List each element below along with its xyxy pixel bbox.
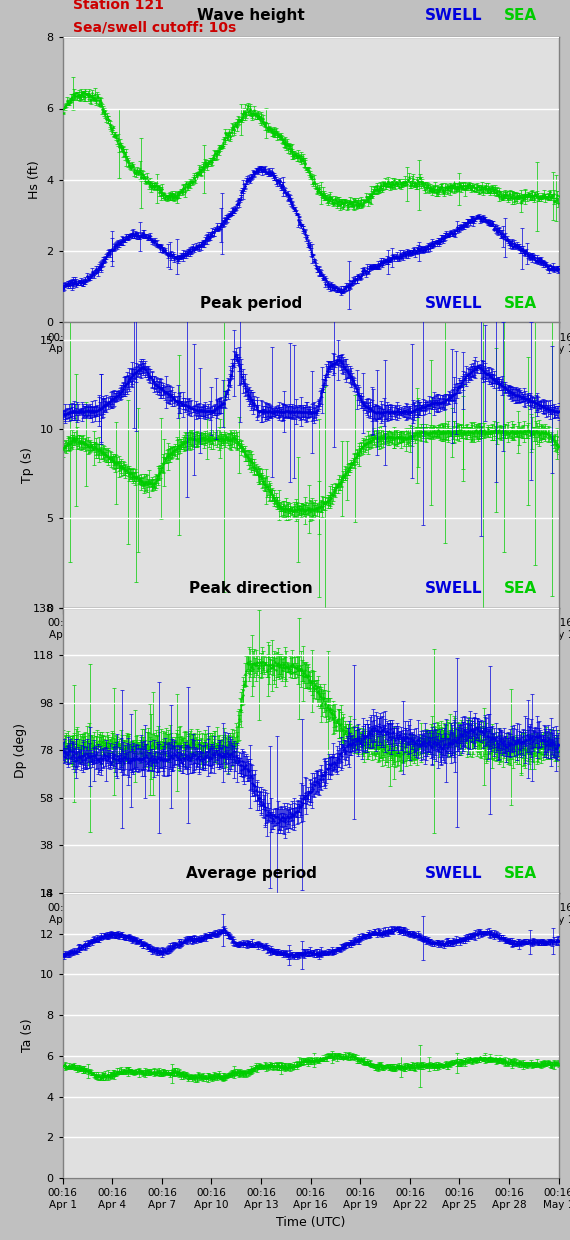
Y-axis label: Tp (s): Tp (s) xyxy=(21,448,34,482)
X-axis label: Time (UTC): Time (UTC) xyxy=(276,930,345,944)
Text: Wave height: Wave height xyxy=(197,7,305,24)
Y-axis label: Hs (ft): Hs (ft) xyxy=(28,160,41,200)
Text: SWELL: SWELL xyxy=(425,867,482,882)
Y-axis label: Dp (deg): Dp (deg) xyxy=(14,723,27,777)
Text: Sea/swell cutoff: 10s: Sea/swell cutoff: 10s xyxy=(72,20,236,35)
Text: Peak direction: Peak direction xyxy=(189,582,313,596)
Text: SEA: SEA xyxy=(504,296,537,311)
Text: Peak period: Peak period xyxy=(200,296,302,311)
Text: Average period: Average period xyxy=(186,867,316,882)
X-axis label: Time (UTC): Time (UTC) xyxy=(276,1215,345,1229)
Text: Station 121: Station 121 xyxy=(72,0,164,11)
Text: SWELL: SWELL xyxy=(425,582,482,596)
Text: SWELL: SWELL xyxy=(425,7,482,24)
Text: SEA: SEA xyxy=(504,867,537,882)
Text: SEA: SEA xyxy=(504,582,537,596)
X-axis label: Time (UTC): Time (UTC) xyxy=(276,360,345,373)
Text: SWELL: SWELL xyxy=(425,296,482,311)
Y-axis label: Ta (s): Ta (s) xyxy=(21,1018,34,1053)
Text: SEA: SEA xyxy=(504,7,537,24)
X-axis label: Time (UTC): Time (UTC) xyxy=(276,645,345,658)
